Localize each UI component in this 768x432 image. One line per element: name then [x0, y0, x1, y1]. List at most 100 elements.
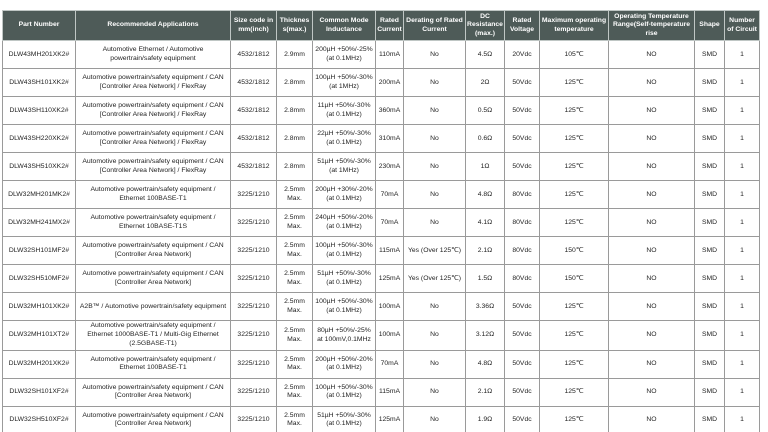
cell-rated-current: 100mA — [375, 292, 404, 322]
cell-rated-voltage: 20Vdc — [504, 40, 540, 70]
cell-thickness: 2.8mm — [276, 152, 313, 182]
cell-rated-current: 310mA — [375, 124, 404, 154]
cell-part-number: DLW32SH101XF2# — [2, 377, 76, 407]
cell-part-number: DLW32MH101XK2# — [2, 292, 76, 322]
column-header-applications: Recommended Applications — [75, 9, 231, 42]
cell-operating-temp-range: NO — [608, 377, 695, 407]
table-row: DLW32MH101XK2# A2B™ / Automotive powertra… — [2, 292, 760, 322]
column-header-max-operating-temp: Maximum operating temperature — [539, 9, 609, 42]
column-header-derating: Derating of Rated Current — [403, 9, 466, 42]
cell-part-number: DLW32MH241MX2# — [2, 208, 76, 238]
cell-size-code: 4532/1812 — [230, 40, 277, 70]
cell-part-number: DLW32SH510MF2# — [2, 264, 76, 294]
cell-size-code: 4532/1812 — [230, 124, 277, 154]
cell-dc-resistance: 0.5Ω — [465, 96, 505, 126]
cell-shape: SMD — [694, 292, 725, 322]
cell-part-number: DLW43SH510XK2# — [2, 152, 76, 182]
cell-operating-temp-range: NO — [608, 236, 695, 266]
cell-circuit-count: 1 — [724, 180, 760, 210]
cell-inductance: 80µH +50%/-25% at 100mV,0.1MHz — [312, 320, 376, 351]
cell-operating-temp-range: NO — [608, 405, 695, 432]
cell-dc-resistance: 2.1Ω — [465, 377, 505, 407]
column-header-inductance: Common Mode Inductance — [312, 9, 376, 42]
cell-size-code: 3225/1210 — [230, 405, 277, 432]
cell-circuit-count: 1 — [724, 320, 760, 351]
cell-applications: Automotive powertrain/safety equipment /… — [75, 349, 231, 379]
cell-size-code: 3225/1210 — [230, 236, 277, 266]
cell-derating: No — [403, 180, 466, 210]
cell-shape: SMD — [694, 180, 725, 210]
cell-max-operating-temp: 150℃ — [539, 264, 609, 294]
cell-operating-temp-range: NO — [608, 124, 695, 154]
cell-applications: Automotive powertrain/safety equipment /… — [75, 124, 231, 154]
cell-shape: SMD — [694, 40, 725, 70]
cell-rated-voltage: 50Vdc — [504, 320, 540, 351]
cell-size-code: 3225/1210 — [230, 264, 277, 294]
table-row: DLW43MH201XK2# Automotive Ethernet / Auto… — [2, 40, 760, 70]
cell-applications: A2B™ / Automotive powertrain/safety equi… — [75, 292, 231, 322]
cell-thickness: 2.5mm Max. — [276, 208, 313, 238]
cell-applications: Automotive Ethernet / Automotive powertr… — [75, 40, 231, 70]
cell-applications: Automotive powertrain/safety equipment /… — [75, 180, 231, 210]
cell-inductance: 100µH +50%/-30% (at 0.1MHz) — [312, 377, 376, 407]
cell-max-operating-temp: 125℃ — [539, 96, 609, 126]
cell-applications: Automotive powertrain/safety equipment /… — [75, 68, 231, 98]
cell-thickness: 2.5mm Max. — [276, 236, 313, 266]
cell-part-number: DLW43SH220XK2# — [2, 124, 76, 154]
cell-rated-current: 70mA — [375, 180, 404, 210]
cell-rated-voltage: 50Vdc — [504, 124, 540, 154]
column-header-shape: Shape — [694, 9, 725, 42]
cell-rated-voltage: 80Vdc — [504, 236, 540, 266]
cell-inductance: 200µH +30%/-20% (at 0.1MHz) — [312, 180, 376, 210]
cell-derating: No — [403, 349, 466, 379]
cell-operating-temp-range: NO — [608, 349, 695, 379]
cell-rated-current: 115mA — [375, 236, 404, 266]
table-row: DLW43SH101XK2# Automotive powertrain/safe… — [2, 68, 760, 98]
cell-circuit-count: 1 — [724, 292, 760, 322]
cell-size-code: 4532/1812 — [230, 152, 277, 182]
cell-inductance: 100µH +50%/-30% (at 0.1MHz) — [312, 292, 376, 322]
cell-part-number: DLW32MH201MK2# — [2, 180, 76, 210]
cell-rated-voltage: 50Vdc — [504, 377, 540, 407]
cell-max-operating-temp: 150℃ — [539, 236, 609, 266]
cell-rated-voltage: 50Vdc — [504, 349, 540, 379]
cell-shape: SMD — [694, 208, 725, 238]
cell-size-code: 3225/1210 — [230, 320, 277, 351]
cell-derating: No — [403, 152, 466, 182]
cell-shape: SMD — [694, 405, 725, 432]
cell-circuit-count: 1 — [724, 264, 760, 294]
cell-max-operating-temp: 125℃ — [539, 320, 609, 351]
cell-shape: SMD — [694, 96, 725, 126]
cell-inductance: 22µH +50%/-30% (at 0.1MHz) — [312, 124, 376, 154]
cell-rated-current: 200mA — [375, 68, 404, 98]
cell-rated-current: 70mA — [375, 208, 404, 238]
cell-dc-resistance: 4.1Ω — [465, 208, 505, 238]
cell-thickness: 2.5mm Max. — [276, 292, 313, 322]
cell-rated-current: 230mA — [375, 152, 404, 182]
cell-part-number: DLW32MH101XT2# — [2, 320, 76, 351]
cell-size-code: 3225/1210 — [230, 292, 277, 322]
cell-thickness: 2.9mm — [276, 40, 313, 70]
cell-applications: Automotive powertrain/safety equipment /… — [75, 236, 231, 266]
header-row: Part Number Recommended Applications Size … — [2, 9, 760, 42]
cell-circuit-count: 1 — [724, 208, 760, 238]
cell-dc-resistance: 4.8Ω — [465, 180, 505, 210]
cell-part-number: DLW43MH201XK2# — [2, 40, 76, 70]
table-row: DLW43SH510XK2# Automotive powertrain/safe… — [2, 152, 760, 182]
cell-applications: Automotive powertrain/safety equipment /… — [75, 96, 231, 126]
cell-dc-resistance: 0.6Ω — [465, 124, 505, 154]
cell-inductance: 11µH +50%/-30% (at 0.1MHz) — [312, 96, 376, 126]
table-row: DLW32MH101XT2# Automotive powertrain/safe… — [2, 320, 760, 351]
cell-thickness: 2.5mm Max. — [276, 405, 313, 432]
cell-size-code: 3225/1210 — [230, 208, 277, 238]
cell-inductance: 51µH +50%/-30% (at 1MHz) — [312, 152, 376, 182]
cell-circuit-count: 1 — [724, 68, 760, 98]
cell-rated-voltage: 50Vdc — [504, 152, 540, 182]
cell-dc-resistance: 4.5Ω — [465, 40, 505, 70]
cell-shape: SMD — [694, 152, 725, 182]
cell-size-code: 4532/1812 — [230, 68, 277, 98]
cell-circuit-count: 1 — [724, 40, 760, 70]
cell-rated-current: 125mA — [375, 405, 404, 432]
cell-operating-temp-range: NO — [608, 68, 695, 98]
